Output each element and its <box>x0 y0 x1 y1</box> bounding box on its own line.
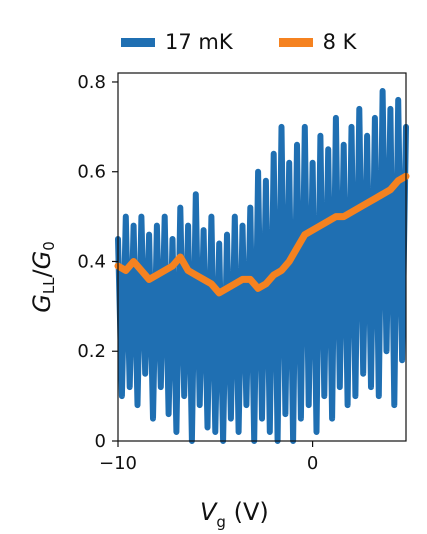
y-tick-label: 0.4 <box>77 251 106 272</box>
ylabel-numerator: G <box>28 294 56 313</box>
y-tick-label: 0.8 <box>77 72 106 93</box>
legend-swatch-17mk <box>121 37 155 47</box>
legend-label-8k: 8 K <box>322 30 357 54</box>
plot-frame <box>117 72 407 442</box>
y-tick-label: 0.6 <box>77 162 106 183</box>
y-axis-label: G LL / G 0 <box>27 241 58 313</box>
legend-item-8k: 8 K <box>278 30 357 54</box>
xlabel-subscript: g <box>216 513 226 531</box>
series-layer <box>114 88 410 444</box>
x-tick-label: −10 <box>99 453 137 474</box>
legend-item-17mk: 17 mK <box>121 30 233 54</box>
x-axis-label: Vg (V) <box>200 498 360 531</box>
xlabel-symbol: V <box>200 498 217 526</box>
legend-swatch-8k <box>278 37 313 47</box>
series-line-1 <box>114 172 410 297</box>
y-tick-label: 0 <box>95 431 106 452</box>
legend-label-17mk: 17 mK <box>165 30 233 54</box>
series-line-0 <box>115 88 409 444</box>
x-tick-label: 0 <box>307 453 318 474</box>
ylabel-denominator-sub: 0 <box>40 241 58 251</box>
y-tick-label: 0.2 <box>77 341 106 362</box>
axes-layer: 00.20.40.60.8−10 0 <box>77 72 407 474</box>
ylabel-numerator-sub: LL <box>40 277 58 295</box>
xlabel-unit: (V) <box>233 498 269 526</box>
ylabel-denominator: G <box>28 250 56 270</box>
legend: 17 mK 8 K <box>121 28 402 56</box>
